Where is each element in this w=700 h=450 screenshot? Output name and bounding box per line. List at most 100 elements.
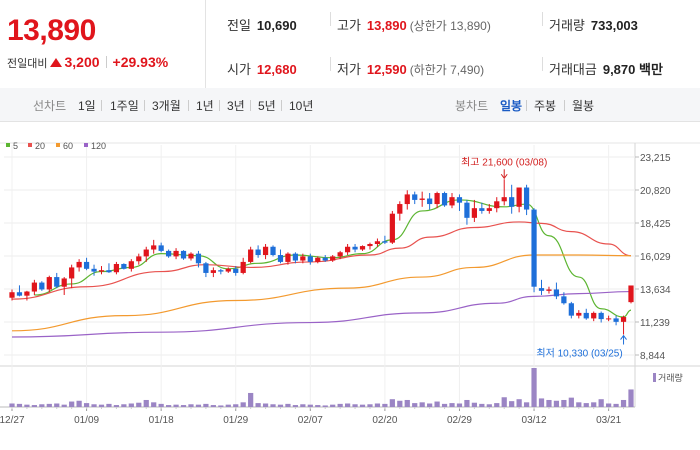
y-tick-label: 11,239	[640, 318, 670, 329]
candle-body	[427, 198, 433, 205]
volume-bar	[583, 403, 589, 407]
candle-body	[69, 267, 75, 279]
volume-bar	[538, 398, 545, 407]
y-tick-label: 18,425	[640, 219, 671, 230]
volume-bar	[419, 402, 425, 407]
candle-body	[270, 246, 276, 256]
candle-body	[292, 253, 299, 261]
volume-bar	[113, 405, 120, 407]
candle-body	[404, 194, 410, 205]
volume-bar	[240, 402, 246, 407]
candle-body	[576, 312, 582, 316]
divider	[101, 100, 102, 111]
volume-bar	[61, 404, 67, 407]
candle-monthly[interactable]: 월봉	[572, 99, 595, 113]
ma5-line	[34, 199, 632, 318]
candle-body	[322, 257, 328, 261]
candle-body	[561, 296, 567, 304]
volume-bar	[248, 392, 254, 407]
candle-body	[546, 289, 552, 291]
candle-body	[359, 246, 366, 250]
volume-bar	[337, 403, 343, 407]
volume-bar	[158, 403, 164, 407]
legend-swatch	[28, 143, 32, 147]
x-tick-label: 01/18	[149, 415, 174, 426]
volume-bar	[434, 401, 440, 407]
volume-bar	[591, 402, 597, 407]
volume-bar	[531, 368, 537, 407]
volume-bar	[76, 400, 82, 407]
candle-body	[509, 197, 515, 207]
volume-bar	[456, 403, 463, 407]
legend-label: 120	[91, 141, 106, 151]
volume-bar	[225, 404, 231, 407]
volume-bar	[233, 404, 239, 407]
volume-bar	[46, 403, 52, 407]
candle-daily[interactable]: 일봉	[500, 99, 523, 113]
line-chart-label[interactable]: 선차트	[33, 99, 67, 113]
candle-body	[516, 187, 522, 207]
volume-bar	[516, 399, 522, 407]
divider	[542, 57, 543, 71]
price-change: 전일대비 3,200 +29.93%	[7, 54, 168, 71]
candle-body	[486, 208, 492, 211]
legend-swatch	[56, 143, 60, 147]
candle-body	[233, 268, 239, 273]
volume-bar	[397, 400, 403, 407]
candle-body	[195, 253, 202, 264]
range-1w[interactable]: 1주일	[110, 99, 139, 113]
change-amount: 3,200	[64, 54, 100, 70]
y-tick-label: 23,215	[640, 153, 671, 164]
volume-bar	[561, 399, 567, 407]
x-tick-label: 03/12	[522, 415, 547, 426]
stat-value: 10,690	[256, 18, 297, 33]
candle-body	[523, 187, 530, 210]
volume-bar	[24, 404, 30, 407]
stat-amount: 거래대금 9,870 백만	[549, 59, 663, 78]
volume-bar	[523, 402, 530, 407]
range-3y[interactable]: 3년	[227, 99, 245, 113]
candle-body	[240, 261, 246, 273]
candle-body	[382, 241, 388, 243]
volume-bar	[352, 404, 358, 407]
volume-bar	[382, 403, 388, 407]
range-3m[interactable]: 3개월	[152, 99, 181, 113]
candle-body	[24, 291, 30, 296]
high-arrow-head	[500, 173, 508, 180]
x-tick-label: 02/29	[447, 415, 472, 426]
candle-body	[494, 201, 500, 209]
volume-bar	[210, 405, 216, 407]
candle-body	[113, 263, 120, 273]
candle-body	[412, 194, 418, 200]
candle-body	[166, 250, 172, 257]
stat-high: 고가 13,890 (상한가 13,890)	[337, 15, 491, 34]
volume-bar	[322, 405, 328, 407]
candle-body	[352, 246, 358, 250]
candle-body	[158, 245, 164, 251]
candle-body	[479, 208, 485, 211]
volume-bar	[494, 403, 500, 407]
candle-body	[464, 202, 470, 218]
volume-bar	[16, 403, 23, 407]
high-annotation: 최고 21,600 (03/08)	[461, 156, 547, 168]
y-tick-label: 8,844	[640, 351, 665, 362]
candle-body	[151, 245, 157, 250]
range-10y[interactable]: 10년	[289, 99, 314, 113]
candle-body	[307, 256, 313, 262]
candle-body	[389, 213, 395, 243]
candle-weekly[interactable]: 주봉	[534, 99, 557, 113]
range-1y[interactable]: 1년	[196, 99, 214, 113]
volume-bar	[285, 403, 291, 407]
candle-body	[397, 204, 403, 214]
candle-body	[248, 249, 254, 262]
candle-body	[39, 282, 45, 290]
volume-bar	[389, 399, 395, 407]
change-percent: +29.93%	[112, 54, 169, 70]
candle-body	[54, 277, 60, 287]
volume-bar	[9, 403, 15, 407]
range-5y[interactable]: 5년	[258, 99, 276, 113]
volume-bar	[31, 405, 37, 407]
candle-body	[628, 285, 634, 303]
candle-body	[441, 193, 448, 206]
range-1d[interactable]: 1일	[78, 99, 96, 113]
